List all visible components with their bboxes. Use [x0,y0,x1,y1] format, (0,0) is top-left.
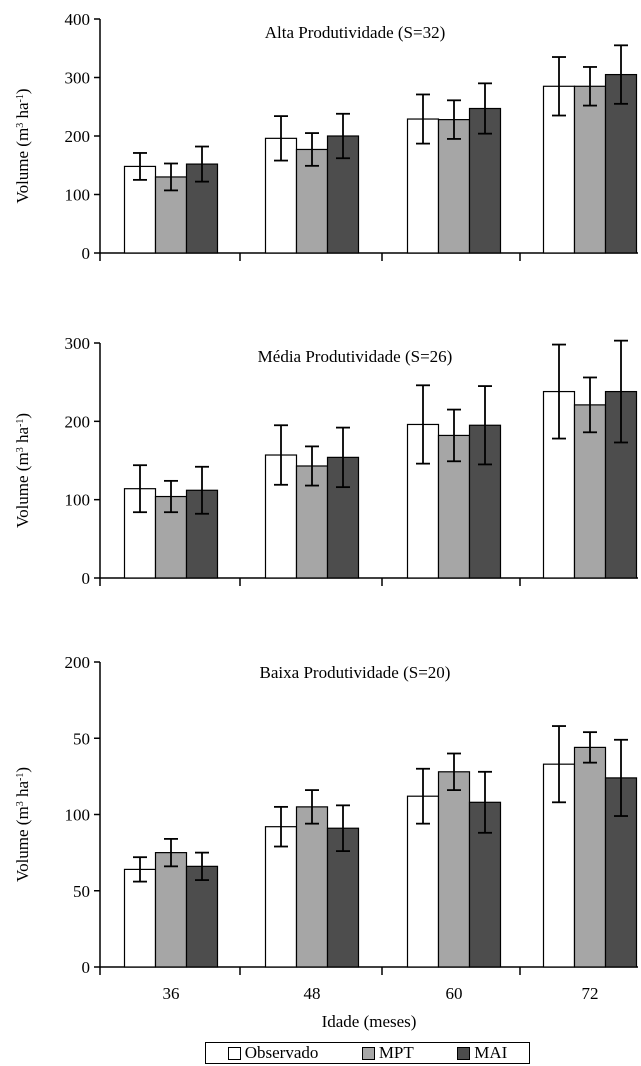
y-axis-title-superscript: 3 [15,801,26,806]
y-axis-title-text: ) [13,88,32,94]
y-axis-title-text: Volume (m [13,452,32,528]
y-axis-title: Volume (m3 ha-1) [13,88,32,203]
y-tick-label: 0 [82,958,91,977]
bar-mpt [295,806,329,968]
legend-item-mpt: MPT [361,1043,414,1063]
y-tick-label: 0 [82,244,91,263]
bar-observado [264,137,298,254]
y-axis-title-text: Volume (m [13,806,32,882]
bar-mpt [437,119,471,254]
bar-mpt [437,771,471,968]
legend-swatch-observado [227,1046,241,1060]
y-tick-label: 100 [65,491,91,510]
y-axis-title-superscript: -1 [15,773,26,781]
y-axis-title-text: ) [13,413,32,419]
y-axis-title-superscript: 3 [15,447,26,452]
y-axis-title-superscript: -1 [15,419,26,427]
y-axis-title-text: Volume (m [13,128,32,204]
x-tick-label: 60 [446,984,463,1003]
bar-mpt [573,746,607,968]
y-axis-title: Volume (m3 ha-1) [13,413,32,528]
x-axis-title: Idade (meses) [322,1012,417,1031]
bar-observado [264,826,298,968]
bar-observado [123,868,157,968]
legend-swatch-mai [457,1046,471,1060]
y-axis-title-text: ha [13,102,32,123]
y-tick-label: 0 [82,569,91,588]
y-axis-title-text: ) [13,767,32,773]
chart-panel-3: Baixa Produtividade (S=20) 0 50 100 50 200 Vol… [13,653,638,1031]
y-axis-title-superscript: -1 [15,94,26,102]
y-tick-label: 100 [65,806,91,825]
y-tick-label: 50 [73,729,90,748]
legend-label-observado: Observado [244,1043,319,1062]
y-axis-title-superscript: 3 [15,123,26,128]
bar-mpt [573,85,607,254]
y-axis-title-text: ha [13,427,32,448]
y-axis-title-text: ha [13,781,32,802]
legend-item-observado: Observado [227,1043,319,1063]
legend-swatch-mpt [361,1046,375,1060]
x-tick-label: 72 [582,984,599,1003]
legend-label-mpt: MPT [378,1043,414,1062]
x-tick-label: 36 [163,984,180,1003]
chart-legend: Observado MPT MAI [205,1042,530,1064]
chart-panel-1: Alta Produtividade (S=32) 0 100 200 300 400 Vo… [13,10,638,263]
bar-mai [185,865,219,968]
legend-item-mai: MAI [457,1043,507,1063]
y-tick-label: 300 [65,69,91,88]
panel-title: Média Produtividade (S=26) [258,347,453,366]
panel-title: Alta Produtividade (S=32) [265,23,446,42]
y-tick-label: 50 [73,882,90,901]
bar-mpt [573,404,607,579]
y-tick-label: 300 [65,334,91,353]
bar-mpt [154,852,188,968]
y-axis-title: Volume (m3 ha-1) [13,767,32,882]
y-tick-label: 200 [65,412,91,431]
legend-label-mai: MAI [474,1043,508,1062]
chart-figure: Alta Produtividade (S=32)0100200300400Vo… [13,10,638,1031]
panel-title: Baixa Produtividade (S=20) [260,663,451,682]
chart-panel-2: Média Produtividade (S=26) 0 100 200 300 Volu… [13,334,638,588]
x-tick-label: 48 [304,984,321,1003]
y-tick-label: 100 [65,186,91,205]
y-tick-label: 200 [65,653,91,672]
y-tick-label: 200 [65,127,91,146]
bar-observado [123,165,157,254]
y-tick-label: 400 [65,10,91,29]
